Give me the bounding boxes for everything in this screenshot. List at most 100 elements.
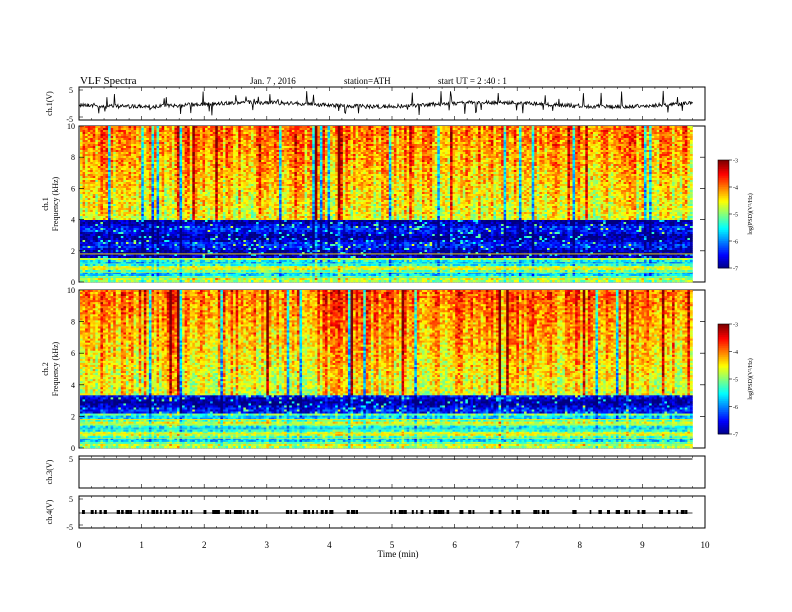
spectrogram-cell (416, 126, 420, 129)
spectrogram-cell (539, 158, 543, 161)
spectrogram-cell (592, 152, 596, 155)
spectrogram-cell (197, 142, 201, 145)
spectrogram-cell (368, 162, 372, 165)
spectrogram-cell (674, 162, 678, 165)
spectrogram-cell (621, 138, 624, 141)
spectrogram-cell (133, 162, 137, 165)
spectrogram-cell (199, 152, 203, 155)
spectrogram-cell (355, 148, 359, 151)
spectrogram-cell (317, 154, 321, 157)
spectrogram-cell (215, 146, 219, 149)
spectrogram-cell (233, 164, 236, 167)
spectrogram-cell (256, 130, 259, 133)
spectrogram-cell (501, 164, 504, 167)
spectrogram-cell (156, 160, 160, 163)
spectrogram-cell (643, 156, 647, 159)
spectrogram-cell (651, 154, 655, 157)
spectrogram-cell (429, 162, 433, 165)
spectrogram-cell (508, 140, 512, 143)
spectrogram-cell (651, 152, 655, 155)
spectrogram-cell (368, 156, 372, 159)
spectrogram-cell (429, 130, 433, 133)
spectrogram-cell (146, 158, 150, 161)
spectrogram-cell (511, 140, 515, 143)
spectrogram-cell (286, 136, 290, 139)
spectrogram-cell (92, 138, 96, 141)
spectrogram-cell (674, 136, 678, 139)
spectrogram-cell (240, 158, 244, 161)
spectrogram-cell (189, 134, 193, 137)
spectrogram-cell (544, 130, 548, 133)
spectrogram-cell (225, 128, 229, 131)
spectrogram-cell (143, 132, 147, 135)
spectrogram-cell (383, 152, 387, 155)
spectrogram-cell (414, 132, 418, 135)
spectrogram-cell (452, 146, 456, 149)
spectrogram-cell (498, 162, 502, 165)
spectrogram-cell (447, 160, 451, 163)
spectrogram-cell (205, 136, 208, 139)
spectrogram-cell (202, 126, 206, 129)
spectrogram-cell (470, 150, 474, 153)
spectrogram-cell (80, 126, 83, 129)
spectrogram-cell (485, 132, 489, 135)
spectrogram-cell (427, 146, 430, 149)
spectrogram-cell (154, 164, 157, 167)
spectrogram-cell (268, 142, 272, 145)
spectrogram-cell (452, 132, 456, 135)
spectrogram-cell (370, 132, 374, 135)
spectrogram-cell (138, 152, 142, 155)
spectrogram-cell (623, 152, 627, 155)
spectrogram-cell (473, 160, 476, 163)
spectrogram-cell (159, 158, 162, 161)
spectrogram-cell (595, 156, 599, 159)
spectrogram-cell (618, 148, 622, 151)
spectrogram-cell (600, 132, 604, 135)
spectrogram-cell (480, 154, 484, 157)
spectrogram-cell (230, 130, 234, 133)
spectrogram-cell (253, 162, 257, 165)
spectrogram-cell (442, 162, 446, 165)
spectrogram-cell (330, 136, 333, 139)
spectrogram-cell (424, 128, 428, 131)
spectrogram-cell (125, 138, 129, 141)
spectrogram-cell (205, 146, 208, 149)
spectrogram-cell (457, 146, 461, 149)
spectrogram-cell (273, 164, 277, 167)
spectrogram-cell (128, 134, 132, 137)
spectrogram-cell (470, 142, 474, 145)
spectrogram-cell (207, 150, 211, 153)
spectrogram-cell (595, 146, 599, 149)
spectrogram-cell (391, 128, 395, 131)
spectrogram-cell (649, 130, 652, 133)
spectrogram-cell (524, 136, 527, 139)
spectrogram-cell (373, 148, 377, 151)
spectrogram-cell (437, 158, 441, 161)
spectrogram-cell (85, 148, 88, 151)
spectrogram-cell (299, 164, 303, 167)
spectrogram-cell (672, 138, 675, 141)
spectrogram-cell (646, 144, 650, 147)
spectrogram-cell (133, 140, 137, 143)
spectrogram-cell (105, 154, 109, 157)
spectrogram-cell (105, 138, 109, 141)
spectrogram-cell (393, 126, 397, 129)
spectrogram-cell (118, 144, 122, 147)
spectrogram-cell (296, 162, 300, 165)
spectrogram-cell (212, 158, 216, 161)
spectrogram-cell (580, 130, 584, 133)
spectrogram-cell (674, 156, 678, 159)
spectrogram-cell (222, 128, 226, 131)
spectrogram-cell (256, 128, 259, 131)
spectrogram-cell (312, 152, 316, 155)
spectrogram-cell (503, 156, 507, 159)
spectrogram-cell (386, 154, 390, 157)
spectrogram-cell (414, 152, 418, 155)
spectrogram-cell (529, 148, 532, 151)
spectrogram-cell (531, 138, 535, 141)
spectrogram-cell (217, 130, 221, 133)
spectrogram-cell (302, 136, 305, 139)
spectrogram-cell (90, 142, 94, 145)
spectrogram-cell (501, 126, 504, 129)
spectrogram-cell (327, 160, 331, 163)
